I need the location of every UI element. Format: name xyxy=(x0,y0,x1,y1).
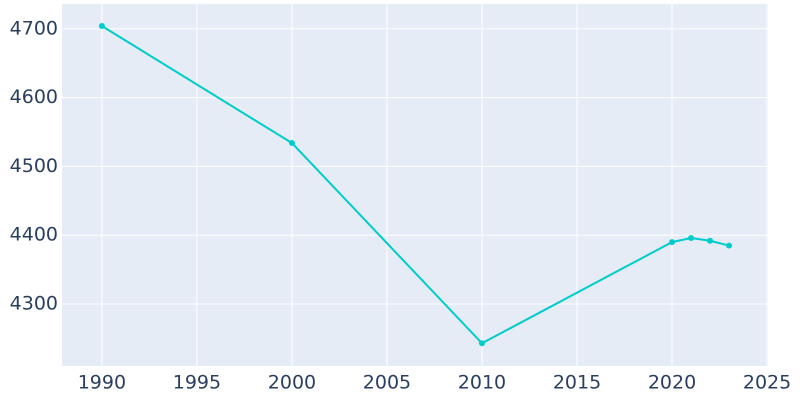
y-tick-label: 4600 xyxy=(10,86,58,108)
x-tick-label: 1995 xyxy=(173,372,221,394)
y-tick-label: 4400 xyxy=(10,224,58,246)
plot-area xyxy=(62,4,768,366)
point xyxy=(669,239,676,246)
point xyxy=(288,140,295,147)
point xyxy=(726,242,733,249)
x-tick-label: 2015 xyxy=(553,372,601,394)
y-tick-label: 4500 xyxy=(10,155,58,177)
x-tick-label: 2020 xyxy=(648,372,696,394)
point xyxy=(478,340,485,347)
y-tick-label: 4700 xyxy=(10,17,58,39)
x-tick-label: 2025 xyxy=(743,372,791,394)
x-tick-label: 2000 xyxy=(268,372,316,394)
x-tick-label: 2010 xyxy=(458,372,506,394)
x-tick-label: 2005 xyxy=(363,372,411,394)
x-tick-label: 1990 xyxy=(78,372,126,394)
y-tick-label: 4300 xyxy=(10,293,58,315)
point xyxy=(98,23,105,30)
point xyxy=(688,234,695,241)
point xyxy=(707,237,714,244)
